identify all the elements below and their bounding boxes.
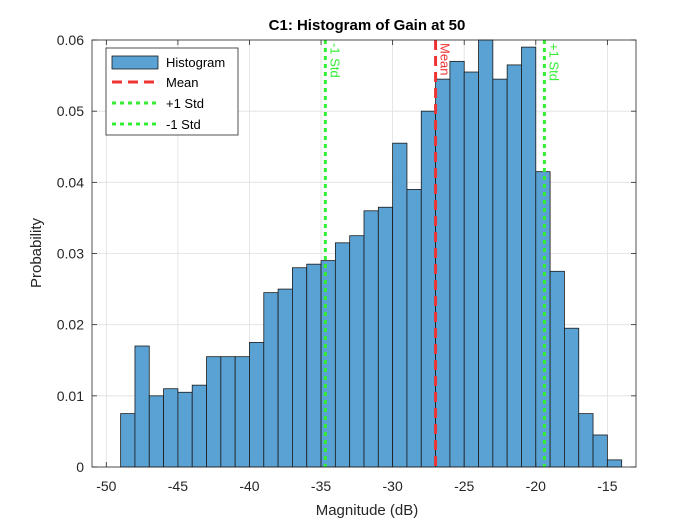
legend-histogram-swatch xyxy=(111,55,159,70)
histogram-bars xyxy=(120,39,623,468)
x-tick-label: -20 xyxy=(526,478,546,494)
legend-entry-plus-std: +1 Std xyxy=(166,96,204,111)
reference-lines: Mean +1 Std -1 Std xyxy=(323,40,561,467)
x-axis-label: Magnitude (dB) xyxy=(316,502,419,519)
histogram-bar xyxy=(392,142,408,468)
legend-entry-mean: Mean xyxy=(166,75,199,90)
histogram-bar xyxy=(363,210,379,468)
histogram-bar xyxy=(377,206,394,468)
histogram-bar xyxy=(492,78,508,468)
histogram-bar xyxy=(535,171,551,468)
histogram-bar xyxy=(521,46,537,468)
reference-line-label: +1 Std xyxy=(546,43,561,81)
histogram-bar xyxy=(420,110,436,468)
histogram-bar xyxy=(592,434,608,468)
histogram-bar xyxy=(549,270,565,468)
y-axis-label: Probability xyxy=(28,217,45,288)
histogram-bar xyxy=(191,384,207,468)
histogram-bar xyxy=(578,413,594,468)
reference-line-label: Mean xyxy=(438,43,453,76)
histogram-bar xyxy=(463,71,479,468)
histogram-bar xyxy=(206,356,222,468)
x-tick-label: -35 xyxy=(311,478,331,494)
histogram-bar xyxy=(220,356,236,468)
histogram-bar xyxy=(120,413,136,468)
histogram-bar xyxy=(606,459,623,468)
y-tick-label: 0.05 xyxy=(57,103,84,119)
histogram-bar xyxy=(263,292,279,468)
x-tick-label: -15 xyxy=(597,478,617,494)
histogram-bar xyxy=(406,189,422,468)
reference-line-label: -1 Std xyxy=(327,43,342,78)
histogram-bar xyxy=(148,395,164,468)
y-tick-label: 0.06 xyxy=(57,32,84,48)
y-tick-label: 0.01 xyxy=(57,388,84,404)
x-tick-label: -50 xyxy=(96,478,116,494)
histogram-bar xyxy=(177,391,193,468)
y-tick-label: 0 xyxy=(76,459,84,475)
histogram-bar xyxy=(349,235,365,468)
legend: Histogram Mean +1 Std -1 Std xyxy=(105,47,239,136)
x-axis-ticks: -50 -45 -40 -35 -30 -25 -20 -15 xyxy=(96,40,618,494)
legend-entry-minus-std: -1 Std xyxy=(166,117,201,132)
histogram-bar xyxy=(134,345,150,468)
y-tick-label: 0.02 xyxy=(57,317,84,333)
y-tick-label: 0.03 xyxy=(57,246,84,262)
x-tick-label: -40 xyxy=(239,478,259,494)
histogram-bar xyxy=(320,260,336,468)
histogram-bar xyxy=(292,267,308,468)
histogram-bar xyxy=(249,342,265,468)
histogram-bar xyxy=(234,356,250,468)
histogram-bar xyxy=(449,60,465,468)
histogram-bar xyxy=(435,78,451,468)
x-tick-label: -30 xyxy=(383,478,403,494)
histogram-bar xyxy=(506,64,522,468)
histogram-bar xyxy=(306,263,322,468)
x-tick-label: -45 xyxy=(168,478,188,494)
histogram-bar xyxy=(334,242,351,468)
x-tick-label: -25 xyxy=(454,478,474,494)
chart-title: C1: Histogram of Gain at 50 xyxy=(269,17,466,34)
histogram-bar xyxy=(163,388,179,468)
y-axis-ticks: 0 0.01 0.02 0.03 0.04 0.05 0.06 xyxy=(57,32,636,475)
legend-entry-histogram: Histogram xyxy=(166,55,225,70)
histogram-bar xyxy=(277,288,293,468)
y-tick-label: 0.04 xyxy=(57,174,84,190)
histogram-bar xyxy=(564,327,580,468)
histogram-bar xyxy=(478,39,494,468)
